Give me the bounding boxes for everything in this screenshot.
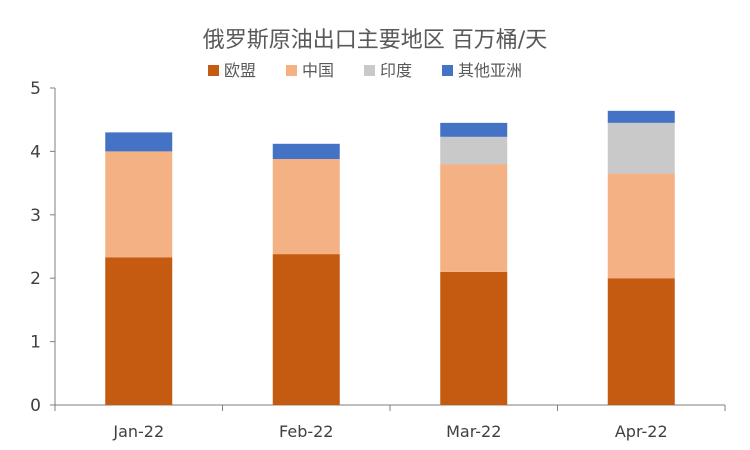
bars <box>105 110 675 405</box>
y-tick-label-5: 5 <box>30 79 41 99</box>
x-tick-label-0: Jan-22 <box>112 422 164 441</box>
bar-3-2 <box>607 122 675 174</box>
y-tick-label-0: 0 <box>30 396 41 416</box>
legend-label-2: 印度 <box>380 61 412 80</box>
bar-1-0 <box>272 254 340 405</box>
y-tick-label-4: 4 <box>30 142 41 162</box>
x-tick-label-1: Feb-22 <box>279 422 333 441</box>
bar-0-3 <box>105 132 173 152</box>
bar-3-1 <box>607 173 675 279</box>
bar-2-3 <box>440 122 508 137</box>
bar-1-1 <box>272 159 340 255</box>
x-tick-label-3: Apr-22 <box>615 422 668 441</box>
x-tick-label-2: Mar-22 <box>446 422 501 441</box>
bar-0-0 <box>105 257 173 405</box>
bar-1-3 <box>272 143 340 160</box>
bar-2-0 <box>440 271 508 405</box>
legend-label-1: 中国 <box>302 61 334 80</box>
y-tick-label-1: 1 <box>30 333 41 353</box>
legend-swatch-1 <box>286 65 297 76</box>
legend-label-3: 其他亚洲 <box>458 61 522 80</box>
y-tick-label-3: 3 <box>30 206 41 226</box>
y-tick-label-2: 2 <box>30 269 41 289</box>
bar-3-0 <box>607 278 675 405</box>
legend-label-0: 欧盟 <box>224 61 256 80</box>
legend-swatch-3 <box>442 65 453 76</box>
bar-0-1 <box>105 151 173 258</box>
legend: 欧盟 中国 印度 其他亚洲 <box>208 61 522 80</box>
bar-2-2 <box>440 136 508 165</box>
chart-title: 俄罗斯原油出口主要地区 百万桶/天 <box>203 28 547 53</box>
legend-swatch-0 <box>208 65 219 76</box>
legend-swatch-2 <box>364 65 375 76</box>
bar-3-3 <box>607 110 675 123</box>
bar-2-1 <box>440 164 508 272</box>
